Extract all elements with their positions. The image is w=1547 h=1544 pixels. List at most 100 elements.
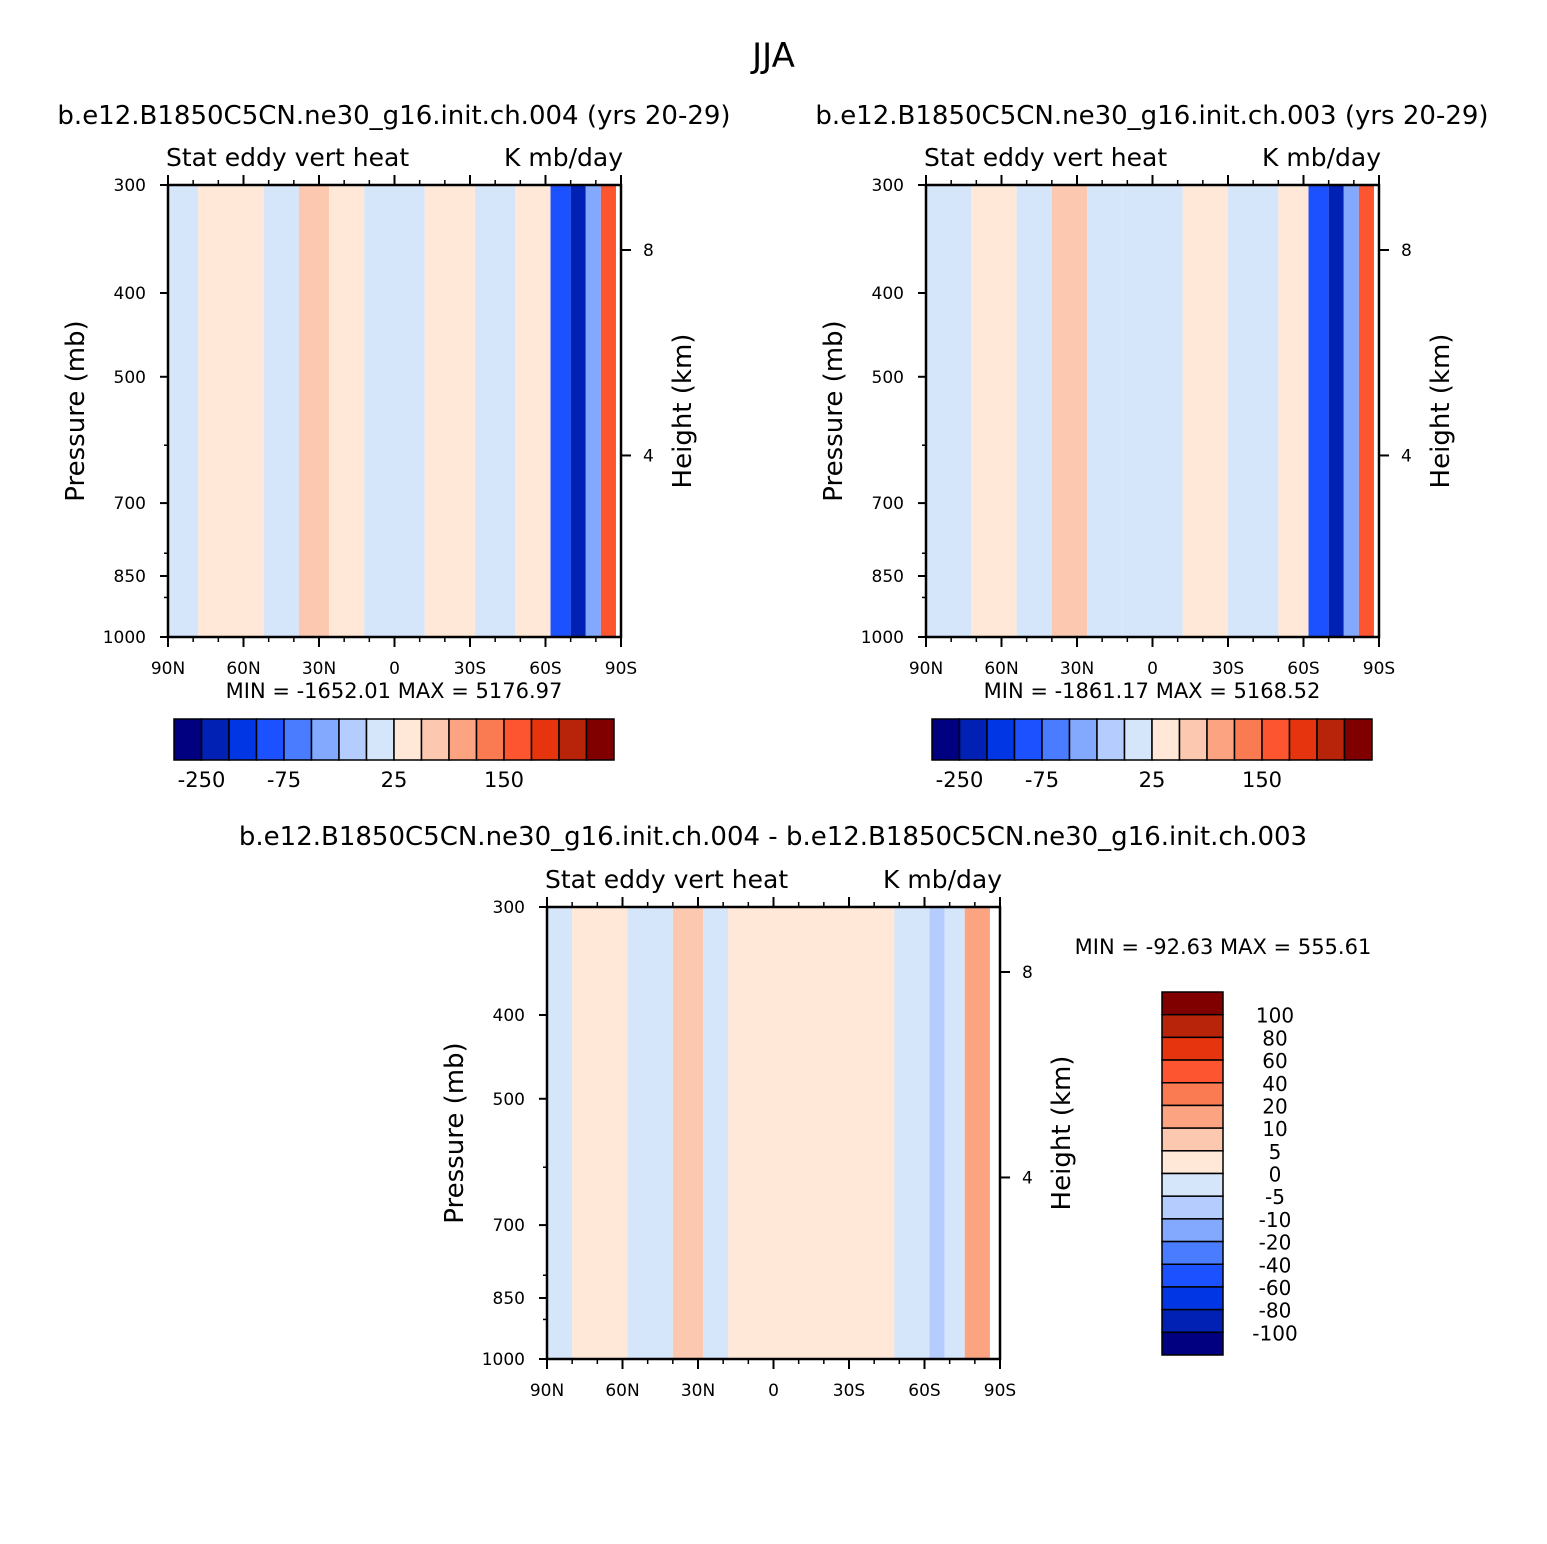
colorbar-swatch: [173, 718, 203, 761]
colorbar-swatch: [1161, 1172, 1224, 1197]
min-max-label: MIN = -1652.01 MAX = 5176.97: [226, 679, 563, 703]
lat-tick-label: 0: [1147, 659, 1158, 679]
pressure-axis-title: Pressure (mb): [440, 1042, 470, 1223]
colorbar-label: -5: [1265, 1185, 1285, 1209]
contour-band: [1051, 185, 1088, 637]
contour-band: [263, 185, 299, 637]
colorbar-label: -80: [1259, 1299, 1292, 1323]
lat-tick-label: 90N: [909, 659, 943, 679]
lat-tick-label: 60S: [529, 659, 561, 679]
colorbar-label: -100: [1252, 1321, 1297, 1345]
colorbar-swatch: [1151, 718, 1181, 761]
colorbar-swatch: [1206, 718, 1236, 761]
pressure-tick-label: 850: [872, 567, 904, 587]
contour-band: [329, 185, 365, 637]
colorbar-label: -75: [1025, 768, 1059, 792]
colorbar-swatch: [1161, 1127, 1224, 1152]
colorbar-label: -60: [1259, 1276, 1292, 1300]
colorbar-swatch: [1161, 1308, 1224, 1334]
pressure-tick-label: 300: [872, 176, 904, 196]
lat-tick-label: 30N: [1060, 659, 1094, 679]
colorbar-label: 60: [1262, 1049, 1287, 1073]
lat-tick-label: 30N: [302, 659, 336, 679]
contour-bands: [168, 185, 616, 637]
colorbar-swatch: [420, 718, 450, 761]
lat-tick-label: 60N: [226, 659, 260, 679]
contour-band: [1308, 185, 1329, 637]
lat-tick-label: 0: [389, 659, 400, 679]
contour-band: [475, 185, 516, 637]
colorbar-label: 150: [1242, 768, 1282, 792]
colorbar-label: 80: [1262, 1026, 1287, 1050]
lat-tick-label: 90N: [151, 659, 185, 679]
colorbar-swatch: [1161, 1195, 1224, 1220]
colorbar-label: 20: [1262, 1094, 1287, 1118]
variable-label: Stat eddy vert heat: [924, 143, 1167, 172]
lat-tick-label: 30S: [1212, 659, 1244, 679]
units-label: K mb/day: [1262, 143, 1381, 172]
lat-tick-label: 0: [768, 1381, 779, 1401]
colorbar-label: 25: [381, 768, 408, 792]
colorbar-swatch: [1161, 1286, 1224, 1311]
height-tick-label: 8: [1022, 963, 1033, 983]
contour-band: [672, 907, 704, 1359]
contour-band: [627, 907, 673, 1359]
pressure-tick-label: 300: [114, 176, 146, 196]
contour-band: [570, 185, 586, 637]
colorbar-swatch: [283, 718, 313, 761]
contour-band: [1016, 185, 1052, 637]
colorbar-swatch: [1068, 718, 1098, 761]
contour-band: [971, 185, 1017, 637]
pressure-tick-label: 700: [114, 494, 146, 514]
lat-tick-label: 90S: [984, 1381, 1016, 1401]
height-tick-label: 4: [1401, 446, 1412, 466]
pressure-tick-label: 1000: [482, 1350, 525, 1370]
colorbar-swatch: [255, 718, 285, 761]
contour-band: [944, 907, 965, 1359]
colorbar: -250 -75 25 150: [173, 718, 615, 792]
colorbar-swatch: [1161, 1082, 1224, 1107]
pressure-tick-label: 850: [114, 567, 146, 587]
colorbar-swatch: [1343, 718, 1373, 761]
contour-band: [1228, 185, 1279, 637]
colorbar-swatch: [393, 718, 423, 761]
contour-band: [1122, 185, 1183, 637]
colorbar-swatch: [585, 718, 615, 761]
lat-tick-label: 60N: [605, 1381, 639, 1401]
pressure-axis-title: Pressure (mb): [819, 320, 849, 501]
units-label: K mb/day: [504, 143, 623, 172]
lat-tick-label: 90S: [1363, 659, 1395, 679]
pressure-tick-label: 400: [872, 284, 904, 304]
contour-band: [364, 185, 425, 637]
colorbar-swatch: [1161, 1240, 1224, 1265]
colorbar-swatch: [1123, 718, 1153, 761]
pressure-tick-label: 700: [872, 494, 904, 514]
colorbar-swatch: [1161, 1013, 1224, 1039]
panel-1: b.e12.B1850C5CN.ne30_g16.init.ch.004 (yr…: [57, 101, 730, 792]
contour-band: [547, 907, 573, 1359]
lat-tick-label: 60S: [908, 1381, 940, 1401]
colorbar-swatch: [931, 718, 961, 761]
colorbar-swatch: [958, 718, 988, 761]
colorbar-swatch: [558, 718, 588, 761]
colorbar-label: 5: [1269, 1140, 1282, 1164]
lat-tick-label: 90N: [530, 1381, 564, 1401]
colorbar-label: 100: [1256, 1004, 1294, 1028]
colorbar-swatch: [475, 718, 505, 761]
pressure-tick-label: 500: [493, 1090, 525, 1110]
colorbar-swatch: [448, 718, 478, 761]
variable-label: Stat eddy vert heat: [166, 143, 409, 172]
lat-tick-label: 90S: [605, 659, 637, 679]
colorbar-swatch: [530, 718, 560, 761]
contour-band: [728, 907, 895, 1359]
colorbar-swatch: [310, 718, 340, 761]
colorbar-swatch: [338, 718, 368, 761]
height-axis-title: Height (km): [1047, 1056, 1077, 1211]
height-tick-label: 4: [643, 446, 654, 466]
pressure-tick-label: 700: [493, 1216, 525, 1236]
colorbar-label: 0: [1269, 1163, 1282, 1187]
colorbar-swatch: [1161, 1059, 1224, 1084]
colorbar: -250 -75 25 150: [931, 718, 1373, 792]
colorbar-swatch: [1288, 718, 1318, 761]
case-title: b.e12.B1850C5CN.ne30_g16.init.ch.004 (yr…: [57, 101, 730, 131]
